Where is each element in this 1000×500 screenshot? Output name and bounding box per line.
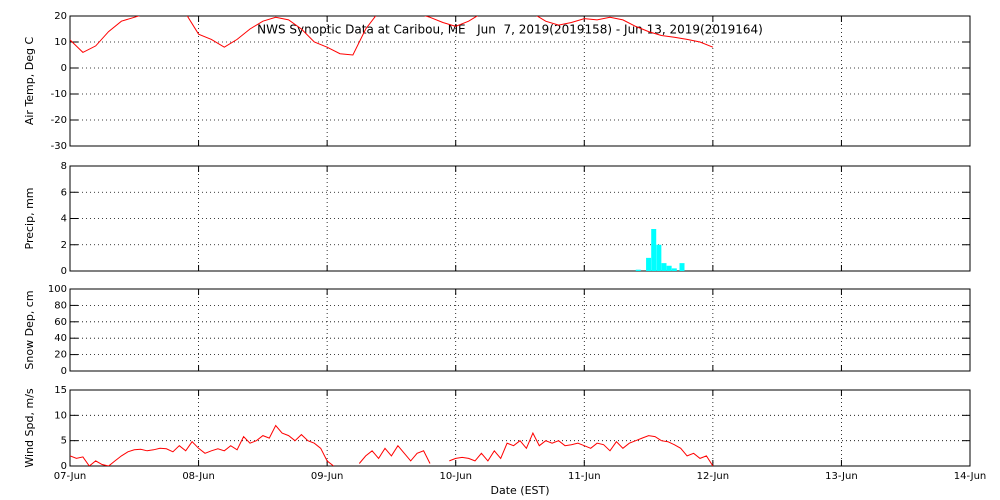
y-tick-label: -30 xyxy=(51,141,67,152)
plot-frame xyxy=(69,15,971,147)
bar xyxy=(671,268,677,271)
y-axis-label: Precip, mm xyxy=(23,188,36,250)
y-axis-label: Snow Dep, cm xyxy=(23,290,36,369)
y-tick-label: 60 xyxy=(54,317,67,328)
y-tick-label: 5 xyxy=(61,436,67,447)
y-tick-label: 6 xyxy=(61,187,67,198)
y-tick-label: 80 xyxy=(54,300,67,311)
y-axis-label: Wind Spd, m/s xyxy=(23,388,36,468)
bar xyxy=(646,257,652,271)
series-group xyxy=(635,229,685,271)
y-tick-label: 15 xyxy=(54,385,67,396)
bar xyxy=(661,263,667,271)
y-tick-label: 20 xyxy=(54,350,67,361)
bar xyxy=(666,265,672,271)
y-tick-label: -10 xyxy=(51,89,67,100)
y-tick-label: 4 xyxy=(61,214,67,225)
x-tick-label: 11-Jun xyxy=(568,471,601,482)
plot-frame xyxy=(69,389,971,467)
series-group xyxy=(70,424,714,466)
chart-title: NWS Synoptic Data at Caribou, ME Jun 7, … xyxy=(257,23,763,37)
y-axis-label: Air Temp, Deg C xyxy=(23,37,36,126)
y-tick-label: 2 xyxy=(61,240,67,251)
bar xyxy=(635,269,641,271)
plot-frame xyxy=(69,288,971,372)
x-tick-label: 12-Jun xyxy=(697,471,730,482)
y-tick-label: 100 xyxy=(48,284,67,295)
bar xyxy=(651,229,657,271)
x-tick-label: 14-Jun xyxy=(954,471,987,482)
y-tick-label: 0 xyxy=(61,366,67,377)
y-tick-label: 0 xyxy=(61,266,67,277)
y-tick-label: 10 xyxy=(54,37,67,48)
series-group xyxy=(70,16,714,56)
bar xyxy=(656,244,662,271)
y-tick-label: 20 xyxy=(54,11,67,22)
bar xyxy=(679,263,685,271)
x-tick-label: 07-Jun xyxy=(54,471,87,482)
x-tick-label: 08-Jun xyxy=(182,471,215,482)
y-tick-label: -20 xyxy=(51,115,67,126)
data-line xyxy=(70,16,714,56)
x-axis-label: Date (EST) xyxy=(490,484,549,497)
x-tick-label: 09-Jun xyxy=(311,471,344,482)
x-tick-label: 10-Jun xyxy=(439,471,472,482)
y-tick-label: 40 xyxy=(54,333,67,344)
y-tick-label: 8 xyxy=(61,161,67,172)
y-tick-label: 0 xyxy=(61,63,67,74)
y-tick-label: 0 xyxy=(61,461,67,472)
x-tick-label: 13-Jun xyxy=(825,471,858,482)
plot-frame xyxy=(69,165,971,272)
data-line xyxy=(70,424,714,466)
y-tick-label: 10 xyxy=(54,410,67,421)
